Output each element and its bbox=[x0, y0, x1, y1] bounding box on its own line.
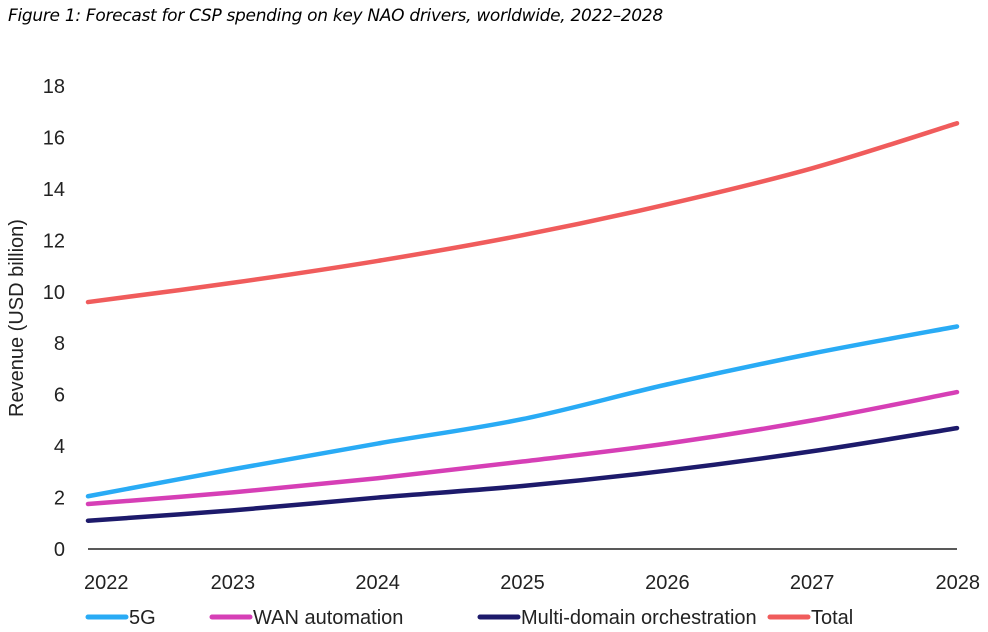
y-axis-ticks: 0 2 4 6 8 10 12 14 16 18 bbox=[43, 76, 65, 561]
x-tick-label: 2028 bbox=[936, 572, 981, 594]
y-axis-label: Revenue (USD billion) bbox=[6, 219, 28, 417]
y-tick-label: 6 bbox=[54, 385, 65, 407]
chart-title: Figure 1: Forecast for CSP spending on k… bbox=[8, 6, 663, 26]
legend-item: Multi-domain orchestration bbox=[477, 607, 757, 629]
y-tick-label: 10 bbox=[43, 282, 65, 304]
x-tick-label: 2025 bbox=[500, 572, 545, 594]
y-tick-label: 8 bbox=[54, 333, 65, 355]
series-line-multi-domain-orchestration bbox=[85, 425, 960, 523]
y-tick-label: 14 bbox=[43, 179, 65, 201]
legend: 5G WAN automation Multi-domain orchestrati… bbox=[85, 607, 853, 629]
legend-label: Total bbox=[811, 607, 853, 629]
y-tick-label: 16 bbox=[43, 127, 65, 149]
legend-label: Multi-domain orchestration bbox=[521, 607, 757, 629]
y-tick-label: 12 bbox=[43, 230, 65, 252]
x-tick-label: 2027 bbox=[790, 572, 835, 594]
legend-item: 5G bbox=[85, 607, 156, 629]
legend-label: 5G bbox=[129, 607, 156, 629]
x-tick-label: 2023 bbox=[211, 572, 256, 594]
y-tick-label: 2 bbox=[54, 488, 65, 510]
y-tick-label: 0 bbox=[54, 539, 65, 561]
legend-label: WAN automation bbox=[253, 607, 403, 629]
y-tick-label: 4 bbox=[54, 436, 65, 458]
legend-item: Total bbox=[767, 607, 853, 629]
x-axis-ticks: 2022 2023 2024 2025 2026 2027 2028 bbox=[84, 572, 980, 594]
x-tick-label: 2022 bbox=[84, 572, 129, 594]
x-tick-label: 2026 bbox=[645, 572, 690, 594]
legend-item: WAN automation bbox=[209, 607, 403, 629]
y-tick-label: 18 bbox=[43, 76, 65, 98]
series-lines bbox=[85, 121, 960, 523]
series-line-total bbox=[85, 121, 960, 305]
x-tick-label: 2024 bbox=[355, 572, 400, 594]
series-line-5g bbox=[85, 324, 960, 499]
